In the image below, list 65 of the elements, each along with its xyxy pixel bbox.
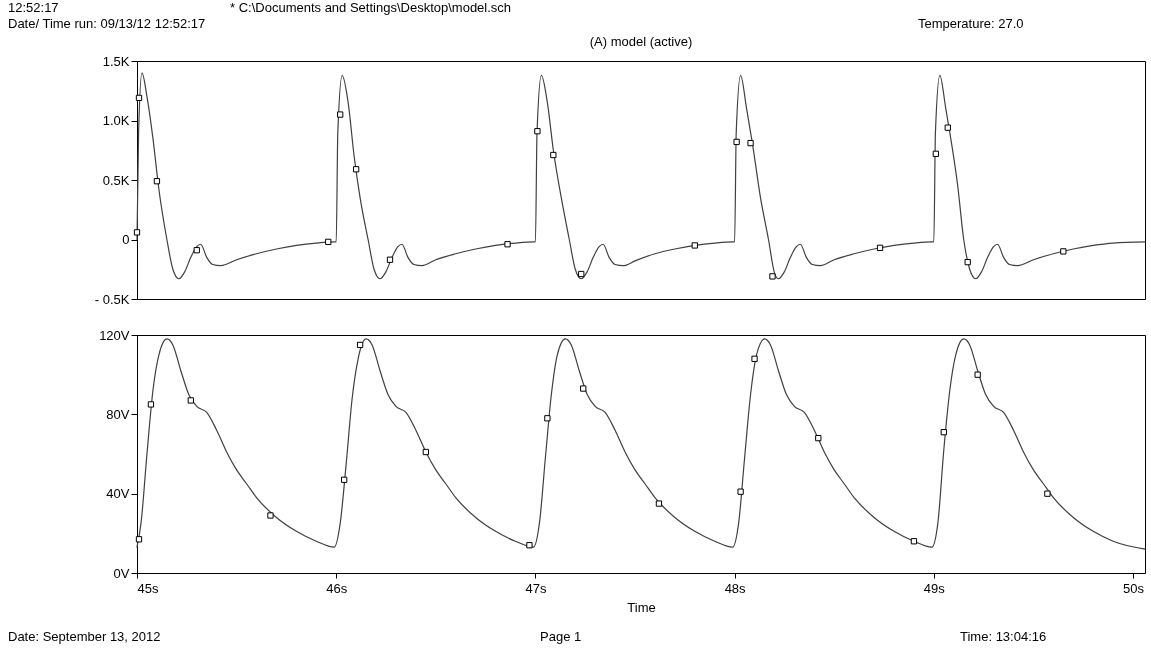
text: * C:\Documents and Settings\Desktop\model.sch	[230, 0, 512, 15]
text: Temperature: 27.0	[918, 16, 1024, 31]
point	[386, 256, 394, 263]
point	[964, 258, 971, 266]
point	[325, 238, 332, 246]
point	[135, 536, 143, 543]
y-tick-label: 80V	[106, 406, 130, 422]
point	[910, 538, 918, 545]
text: Time: 13:04:16	[960, 629, 1047, 644]
text: Date/ Time run: 09/13/12 12:52:17	[8, 16, 206, 31]
y-tick-label: 0V	[113, 565, 130, 581]
point	[133, 229, 141, 236]
point	[504, 241, 511, 248]
point	[578, 270, 585, 278]
point	[534, 128, 541, 135]
point	[352, 166, 360, 173]
x-tick-label: 47s	[525, 580, 547, 596]
x-axis-title: Time	[627, 599, 656, 615]
point	[153, 178, 161, 185]
point	[944, 124, 951, 131]
y-tick-label: 120V	[99, 327, 130, 343]
point	[974, 371, 981, 378]
point	[267, 512, 274, 519]
y-tick-label: 1.0K	[102, 113, 130, 128]
chart-title: (A) model (active)	[589, 34, 693, 49]
y-tick-label: 40V	[106, 486, 130, 502]
point	[655, 500, 663, 507]
point	[876, 244, 884, 251]
y-tick-label: 1.5K	[102, 53, 130, 69]
point	[147, 401, 155, 408]
text: Date: September 13, 2012	[8, 629, 161, 644]
point	[769, 273, 776, 280]
point	[526, 542, 533, 549]
text: 12:52:17	[8, 0, 59, 15]
point	[341, 476, 348, 483]
point	[932, 150, 939, 157]
point	[751, 355, 758, 362]
text: Page 1	[540, 629, 582, 644]
y-tick-label: 0	[122, 232, 130, 247]
x-tick-label: 45s	[137, 580, 159, 596]
y-tick-label: - 0.5K	[94, 291, 130, 307]
point	[691, 242, 698, 249]
point	[550, 151, 557, 159]
point	[815, 434, 822, 442]
point	[737, 488, 744, 495]
point	[1060, 248, 1067, 255]
point	[135, 94, 143, 102]
point	[747, 139, 754, 147]
y-tick-label: 0.5K	[102, 172, 130, 188]
x-tick-label: 46s	[326, 580, 348, 596]
point	[1044, 490, 1051, 497]
point	[193, 247, 200, 254]
x-tick-label: 50s	[1123, 580, 1145, 596]
point	[356, 341, 364, 349]
line-series	[136, 338, 1146, 550]
point	[544, 415, 551, 422]
point	[337, 111, 344, 118]
line-series	[136, 72, 1146, 280]
x-tick-label: 48s	[724, 580, 747, 596]
x-tick-label: 49s	[923, 580, 946, 596]
point	[187, 397, 194, 404]
point	[580, 385, 587, 392]
point	[733, 138, 740, 146]
point	[422, 448, 429, 456]
point	[940, 429, 947, 436]
